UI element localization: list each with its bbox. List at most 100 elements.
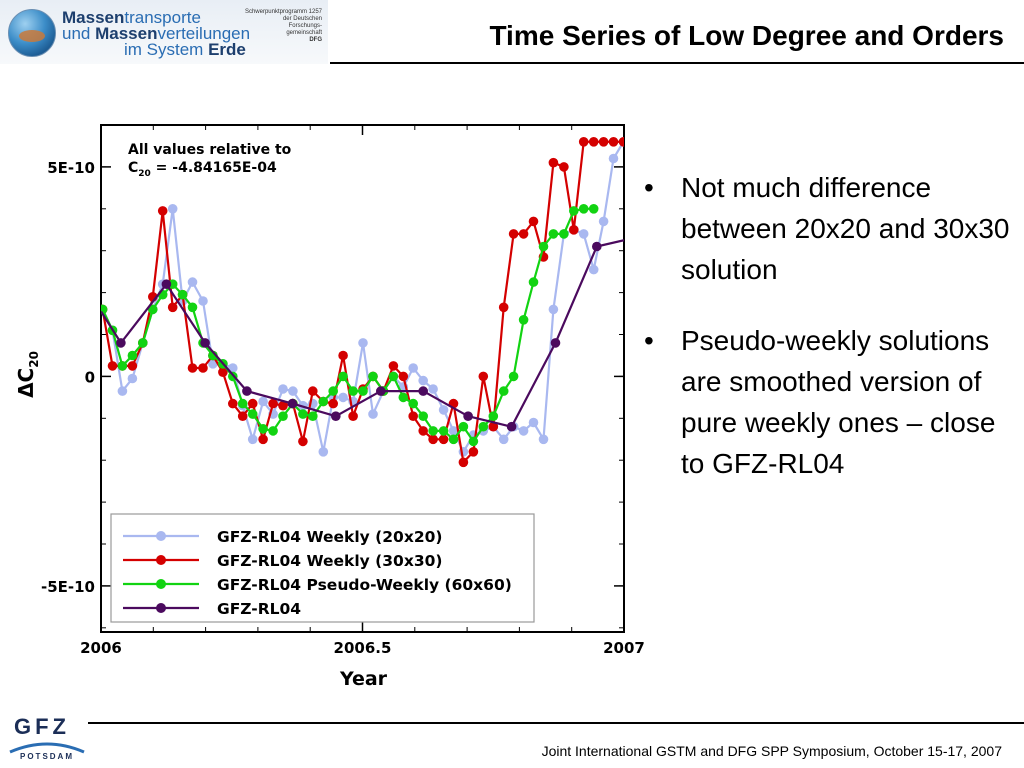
data-point <box>167 302 178 313</box>
legend-item: GFZ-RL04 Pseudo-Weekly (60x60) <box>123 576 512 594</box>
data-point <box>588 204 599 214</box>
data-point <box>388 371 399 382</box>
x-tick-label: 2006.5 <box>334 639 392 657</box>
annotation-value: = -4.84165E-04 <box>151 160 277 176</box>
data-point <box>288 386 298 396</box>
data-point <box>187 277 198 287</box>
legend-label: GFZ-RL04 Weekly (20x20) <box>217 528 442 546</box>
gfz-arc-icon <box>9 742 85 754</box>
data-point <box>608 153 619 164</box>
spp-logo: Massentransporte und Massenverteilungen … <box>0 0 328 64</box>
series-3 <box>101 239 624 432</box>
bullet-text: Pseudo-weekly solutions are smoothed ver… <box>681 325 996 479</box>
data-point <box>548 229 559 239</box>
data-point <box>258 424 268 434</box>
data-point <box>528 417 539 428</box>
legend-marker-swatch <box>156 531 166 541</box>
data-point <box>318 396 329 407</box>
x-tick-label: 2006 <box>80 639 122 657</box>
data-point <box>348 386 358 396</box>
data-point <box>258 434 268 445</box>
data-point <box>478 421 489 432</box>
data-point <box>438 434 449 445</box>
logo-text-line3: im System Erde <box>124 41 246 59</box>
data-point <box>237 398 248 409</box>
data-point <box>569 206 579 216</box>
legend-item: GFZ-RL04 <box>123 600 301 618</box>
data-point <box>488 411 499 422</box>
data-point <box>388 361 399 371</box>
legend-item: GFZ-RL04 Weekly (30x30) <box>123 552 442 570</box>
data-point <box>559 229 569 239</box>
data-point <box>608 137 619 147</box>
data-point <box>127 373 138 384</box>
y-tick-label: -5E-10 <box>41 578 95 596</box>
data-point <box>200 338 210 348</box>
annotation-line-1: All values relative to <box>128 142 292 158</box>
data-point <box>428 384 438 394</box>
data-point <box>331 411 341 422</box>
data-point <box>138 338 148 348</box>
logo-word-im-system: im System <box>124 40 209 59</box>
data-point <box>247 398 258 409</box>
gfz-logo-text: GFZ <box>14 714 70 739</box>
data-point <box>308 386 318 396</box>
footer-text: Joint International GSTM and DFG SPP Sym… <box>541 743 1002 759</box>
series-2 <box>101 204 599 447</box>
data-point <box>298 409 308 419</box>
gfz-logo-subtext: POTSDAM <box>20 752 74 761</box>
data-point <box>161 279 172 289</box>
data-point <box>408 398 419 409</box>
data-point <box>116 338 126 348</box>
data-point <box>478 371 489 382</box>
data-point <box>318 447 329 457</box>
data-point <box>127 361 138 371</box>
legend-label: GFZ-RL04 Pseudo-Weekly (60x60) <box>217 576 512 594</box>
data-point <box>398 392 409 403</box>
data-point <box>488 421 499 432</box>
data-point <box>117 386 128 396</box>
relative-values-annotation: All values relative to C20 = -4.84165E-04 <box>128 142 292 179</box>
data-point <box>328 398 339 409</box>
data-point <box>368 409 378 419</box>
earth-globe-icon <box>8 9 56 57</box>
logo-word-verteilungen: verteilungen <box>157 24 251 43</box>
logo-small-print: Schwerpunktprogramm 1257 der Deutschen F… <box>238 9 322 44</box>
legend-marker-swatch <box>156 579 166 589</box>
data-point <box>338 392 348 403</box>
data-point <box>428 434 438 445</box>
data-point <box>598 216 609 227</box>
data-point <box>368 371 378 382</box>
logo-text-line1: Massentransporte <box>62 9 201 27</box>
data-point <box>348 411 358 422</box>
logo-word-erde: Erde <box>208 40 246 59</box>
data-point <box>398 371 409 382</box>
data-point <box>218 367 228 378</box>
data-point <box>358 386 368 396</box>
bullet-text: Not much difference between 20x20 and 30… <box>681 172 1010 285</box>
data-point <box>468 436 479 447</box>
data-point <box>157 206 168 216</box>
data-point <box>428 426 438 436</box>
annotation-line-2: C20 = -4.84165E-04 <box>128 160 277 179</box>
x-axis-label: Year <box>339 668 388 690</box>
data-point <box>198 363 208 373</box>
data-point <box>463 411 473 422</box>
data-point <box>287 398 298 409</box>
y-axis-label: ΔC20 <box>14 351 41 398</box>
legend-label: GFZ-RL04 <box>217 600 301 618</box>
data-point <box>198 296 208 306</box>
logo-word-und: und <box>62 24 96 43</box>
data-point <box>418 426 429 436</box>
data-point <box>538 241 549 252</box>
bullet-item: • Not much difference between 20x20 and 3… <box>644 167 1016 290</box>
data-point <box>418 386 429 396</box>
logo-small-line: gemeinschaft <box>286 30 322 36</box>
data-point <box>550 338 561 348</box>
header-divider <box>330 62 1024 64</box>
y-axis-label-main: ΔC <box>14 368 38 398</box>
data-point <box>418 411 429 422</box>
data-point <box>268 426 278 436</box>
data-point <box>578 204 589 214</box>
data-point <box>298 436 308 447</box>
